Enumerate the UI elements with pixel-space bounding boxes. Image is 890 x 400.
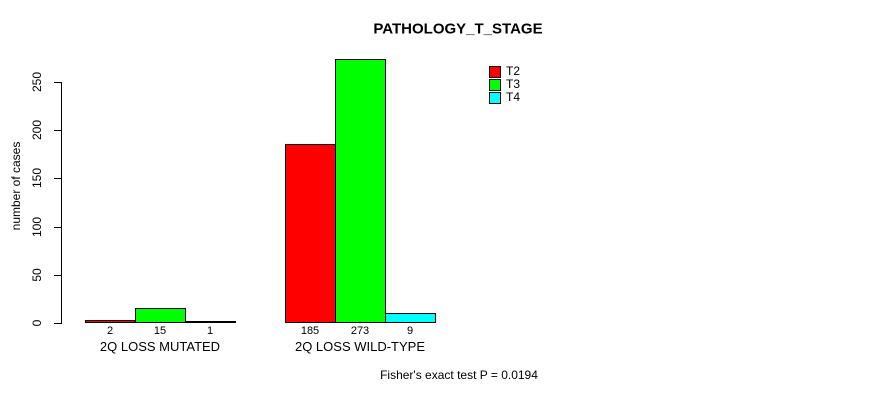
bar-T2	[285, 144, 336, 323]
y-tick	[54, 275, 62, 276]
bar-value-label: 1	[206, 325, 214, 337]
legend-swatch-T2	[489, 65, 501, 78]
x-category-label: 2Q LOSS WILD-TYPE	[294, 339, 426, 354]
y-tick-label: 50	[30, 268, 44, 282]
bar-T3	[335, 59, 386, 323]
y-tick	[54, 130, 62, 131]
bar-value-label: 273	[350, 325, 370, 337]
bar-value-label: 185	[300, 325, 320, 337]
y-tick	[54, 323, 62, 324]
chart-title: PATHOLOGY_T_STAGE	[373, 20, 543, 38]
y-tick-label: 250	[30, 71, 44, 93]
legend-row: T3	[489, 78, 520, 91]
x-category-label: 2Q LOSS MUTATED	[99, 339, 221, 354]
y-tick-label: 150	[30, 167, 44, 189]
bar-T3	[135, 308, 186, 323]
annotation-fisher-test: Fisher's exact test P = 0.0194	[380, 368, 538, 382]
y-tick	[54, 178, 62, 179]
y-tick-label: 0	[30, 319, 44, 327]
y-axis-line	[61, 82, 62, 324]
bar-value-label: 15	[153, 325, 167, 337]
legend-swatch-T4	[489, 91, 501, 104]
legend-label: T4	[506, 90, 521, 104]
y-tick	[54, 227, 62, 228]
bar-value-label: 9	[406, 325, 414, 337]
legend-label: T2	[506, 64, 521, 78]
bar-T4	[385, 313, 436, 323]
y-tick-label: 100	[30, 216, 44, 238]
bar-T4	[185, 321, 236, 323]
y-tick	[54, 82, 62, 83]
y-tick-label: 200	[30, 119, 44, 141]
legend-label: T3	[506, 77, 521, 91]
legend-row: T4	[489, 91, 520, 104]
legend: T2 T3 T4	[489, 65, 520, 104]
legend-row: T2	[489, 65, 520, 78]
legend-swatch-T3	[489, 78, 501, 91]
bar-value-label: 2	[106, 325, 114, 337]
bar-T2	[85, 320, 136, 323]
